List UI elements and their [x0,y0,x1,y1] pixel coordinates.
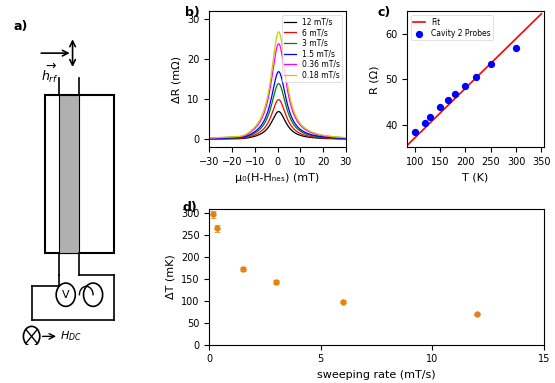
6 mT/s [340,136,346,141]
Cavity 2 Probes [411,129,420,135]
Y-axis label: R (Ω): R (Ω) [370,65,380,94]
3 mT/s [340,136,346,141]
0.36 mT/s [342,136,349,140]
12 mT/s [280,115,287,120]
6 mT/s [206,137,213,141]
Cavity 2 Probes [512,45,521,51]
0.18 mT/s [206,136,213,140]
12 mT/s [271,113,278,118]
3 mT/s [342,136,349,141]
12 mT/s [342,137,349,141]
3 mT/s [287,117,294,122]
Cavity 2 Probes [461,83,470,89]
Text: $\overrightarrow{h_{rf}}$: $\overrightarrow{h_{rf}}$ [41,61,59,85]
3 mT/s [318,135,325,139]
1.5 mT/s [271,83,278,88]
Line: 0.36 mT/s: 0.36 mT/s [209,44,346,138]
Circle shape [56,283,75,306]
Line: 1.5 mT/s: 1.5 mT/s [209,72,346,139]
Cavity 2 Probes [471,74,480,80]
6 mT/s [342,136,349,141]
6 mT/s [271,103,278,108]
Y-axis label: ΔT (mK): ΔT (mK) [165,254,175,299]
0.18 mT/s [271,45,278,50]
Text: c): c) [377,6,391,19]
Text: d): d) [183,201,197,214]
X-axis label: sweeping rate (mT/s): sweeping rate (mT/s) [317,370,436,380]
Text: a): a) [14,20,28,33]
1.5 mT/s [280,84,287,88]
Line: 6 mT/s: 6 mT/s [209,100,346,139]
12 mT/s [318,136,325,141]
Line: 0.18 mT/s: 0.18 mT/s [209,32,346,138]
12 mT/s [340,137,346,141]
0.18 mT/s [318,133,325,137]
Cavity 2 Probes [443,97,452,103]
1.5 mT/s [340,136,346,141]
1.5 mT/s [271,79,278,84]
0.18 mT/s [275,29,282,34]
Line: 3 mT/s: 3 mT/s [209,83,346,139]
Cavity 2 Probes [426,114,435,120]
0.18 mT/s [342,135,349,140]
Bar [59,95,79,253]
0.36 mT/s [287,103,294,107]
0.36 mT/s [271,55,278,60]
3 mT/s [271,90,278,94]
6 mT/s [271,105,278,110]
0.18 mT/s [271,51,278,56]
0.36 mT/s [275,41,282,46]
3 mT/s [271,93,278,97]
Cavity 2 Probes [421,119,430,126]
0.36 mT/s [340,135,346,140]
6 mT/s [287,123,294,128]
12 mT/s [206,137,213,141]
0.36 mT/s [318,133,325,137]
Legend: 12 mT/s, 6 mT/s, 3 mT/s, 1.5 mT/s, 0.36 mT/s, 0.18 mT/s: 12 mT/s, 6 mT/s, 3 mT/s, 1.5 mT/s, 0.36 … [282,15,342,82]
Text: $H_{DC}$: $H_{DC}$ [60,329,82,343]
1.5 mT/s [287,113,294,118]
Circle shape [83,283,103,306]
Bar [46,95,114,253]
0.36 mT/s [280,62,287,67]
Cavity 2 Probes [436,104,445,110]
0.18 mT/s [340,135,346,140]
Line: 12 mT/s: 12 mT/s [209,111,346,139]
0.18 mT/s [280,52,287,57]
3 mT/s [275,81,282,86]
Y-axis label: ΔR (mΩ): ΔR (mΩ) [171,56,181,103]
Cavity 2 Probes [451,91,460,97]
12 mT/s [287,127,294,132]
1.5 mT/s [318,134,325,139]
X-axis label: μ₀(H-Hₙₑₛ) (mT): μ₀(H-Hₙₑₛ) (mT) [235,173,320,183]
0.18 mT/s [287,98,294,103]
0.36 mT/s [271,61,278,65]
Cavity 2 Probes [486,61,495,67]
1.5 mT/s [342,136,349,141]
3 mT/s [206,136,213,141]
X-axis label: T (K): T (K) [462,173,489,183]
6 mT/s [318,136,325,140]
Text: b): b) [185,6,199,19]
0.36 mT/s [206,136,213,141]
1.5 mT/s [275,69,282,74]
12 mT/s [275,109,282,114]
1.5 mT/s [206,136,213,141]
6 mT/s [280,106,287,110]
Legend: Fit, Cavity 2 Probes: Fit, Cavity 2 Probes [411,15,493,40]
12 mT/s [271,115,278,119]
Text: V: V [62,290,69,300]
6 mT/s [275,97,282,102]
3 mT/s [280,93,287,98]
